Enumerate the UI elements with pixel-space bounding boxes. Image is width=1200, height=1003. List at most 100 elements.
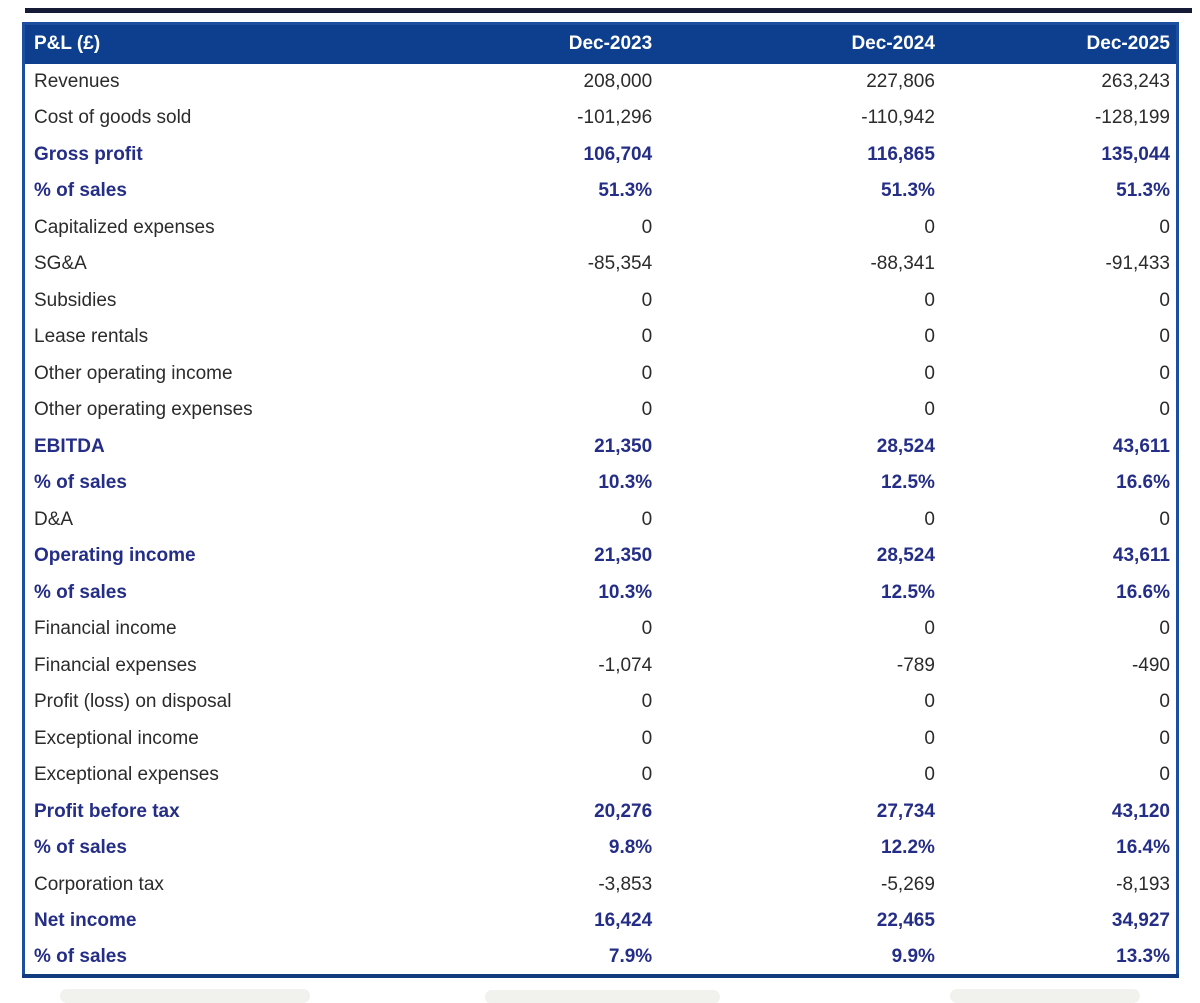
faded-background-shape (485, 990, 720, 1003)
row-value: 0 (924, 326, 935, 348)
row-value: 51.3% (1116, 180, 1170, 202)
row-value: 16.4% (1116, 837, 1170, 859)
row-value: -490 (1131, 654, 1170, 676)
row-value: -8,193 (1116, 873, 1170, 895)
row-value: 0 (641, 691, 653, 713)
table-row: Other operating expenses 0 0 0 (24, 392, 1178, 429)
row-value: 0 (641, 764, 653, 786)
table-row: SG&A -85,354 -88,341 -91,433 (24, 246, 1178, 283)
row-value: 13.3% (1116, 945, 1170, 967)
row-label: Exceptional expenses (34, 764, 219, 786)
row-label: D&A (34, 508, 74, 530)
table-row: D&A 0 0 0 (24, 502, 1178, 539)
row-value: -1,074 (598, 654, 653, 676)
table-row: % of sales 10.3% 12.5% 16.6% (24, 465, 1178, 502)
table-row: Financial income 0 0 0 (24, 611, 1178, 648)
row-label: Exceptional income (34, 727, 199, 749)
table-row: Other operating income 0 0 0 (24, 356, 1178, 393)
table-header-dec-2025: Dec-2025 (940, 23, 1178, 64)
row-label: % of sales (34, 837, 127, 859)
faded-background-shape (950, 989, 1140, 1003)
row-value: 16.6% (1116, 472, 1170, 494)
table-row: Net income 16,424 22,465 34,927 (24, 903, 1178, 940)
row-value: 10.3% (598, 581, 653, 603)
row-value: 9.8% (608, 837, 653, 859)
row-value: 0 (641, 399, 653, 421)
row-label: % of sales (34, 180, 127, 202)
row-value: -85,354 (587, 253, 653, 275)
row-value: 0 (641, 508, 653, 530)
pnl-table: P&L (£) Dec-2023 Dec-2024 Dec-2025 Reven… (22, 22, 1179, 978)
row-label: Gross profit (34, 143, 143, 165)
row-value: 0 (924, 727, 935, 749)
row-value: 0 (924, 399, 935, 421)
row-value: -5,269 (881, 873, 935, 895)
row-value: 16,424 (594, 910, 653, 932)
row-value: 51.3% (881, 180, 935, 202)
row-value: 43,120 (1111, 800, 1170, 822)
row-value: 135,044 (1101, 143, 1170, 165)
row-value: 12.5% (881, 472, 935, 494)
table-row: % of sales 51.3% 51.3% 51.3% (24, 173, 1178, 210)
table-row: % of sales 9.8% 12.2% 16.4% (24, 830, 1178, 867)
row-label: % of sales (34, 581, 127, 603)
table-row: Subsidies 0 0 0 (24, 283, 1178, 320)
row-value: 20,276 (594, 800, 653, 822)
table-row: % of sales 10.3% 12.5% 16.6% (24, 575, 1178, 612)
row-label: Revenues (34, 70, 120, 92)
row-value: 28,524 (876, 435, 935, 457)
row-value: 12.5% (881, 581, 935, 603)
row-value: 0 (924, 764, 935, 786)
table-row: % of sales 7.9% 9.9% 13.3% (24, 940, 1178, 977)
row-value: 0 (924, 508, 935, 530)
row-value: 0 (641, 618, 653, 640)
table-header-dec-2024: Dec-2024 (658, 23, 941, 64)
row-value: 16.6% (1116, 581, 1170, 603)
table-row: Corporation tax -3,853 -5,269 -8,193 (24, 867, 1178, 904)
row-value: 0 (1159, 691, 1170, 713)
row-label: Profit before tax (34, 800, 180, 822)
row-value: 0 (924, 691, 935, 713)
table-row: Lease rentals 0 0 0 (24, 319, 1178, 356)
row-label: % of sales (34, 945, 127, 967)
row-value: 34,927 (1111, 910, 1170, 932)
table-row: Profit (loss) on disposal 0 0 0 (24, 684, 1178, 721)
row-value: 208,000 (583, 70, 653, 92)
row-value: 0 (641, 362, 653, 384)
table-header-row: P&L (£) Dec-2023 Dec-2024 Dec-2025 (23, 23, 1178, 64)
row-value: -110,942 (861, 107, 935, 129)
row-label: Financial income (34, 618, 177, 640)
table-header-pnl: P&L (£) (23, 23, 439, 64)
row-value: 51.3% (598, 180, 653, 202)
row-value: 7.9% (608, 945, 653, 967)
row-value: 0 (1159, 289, 1170, 311)
row-value: 12.2% (881, 837, 935, 859)
row-value: 0 (1159, 326, 1170, 348)
table-row: Capitalized expenses 0 0 0 (24, 210, 1178, 247)
row-value: 0 (1159, 618, 1170, 640)
row-value: 21,350 (594, 545, 653, 567)
row-value: 21,350 (594, 435, 653, 457)
table-row: Exceptional expenses 0 0 0 (24, 757, 1178, 794)
row-value: 0 (924, 289, 935, 311)
row-value: 0 (1159, 399, 1170, 421)
row-value: 227,806 (866, 70, 935, 92)
row-label: Profit (loss) on disposal (34, 691, 232, 713)
row-label: Financial expenses (34, 654, 197, 676)
top-divider-line (25, 8, 1192, 13)
row-value: 43,611 (1112, 545, 1170, 567)
row-value: 0 (1159, 362, 1170, 384)
row-value: 0 (924, 362, 935, 384)
row-value: 0 (1159, 508, 1170, 530)
row-value: 10.3% (598, 472, 653, 494)
table-header-dec-2023: Dec-2023 (438, 23, 659, 64)
row-label: Other operating income (34, 362, 233, 384)
table-row: Gross profit 106,704 116,865 135,044 (24, 137, 1178, 174)
row-label: Other operating expenses (34, 399, 253, 421)
row-value: 27,734 (876, 800, 935, 822)
row-value: 0 (641, 216, 653, 238)
faded-background-shape (60, 989, 310, 1003)
row-value: 0 (924, 216, 935, 238)
row-label: Operating income (34, 545, 196, 567)
row-value: 9.9% (891, 945, 935, 967)
